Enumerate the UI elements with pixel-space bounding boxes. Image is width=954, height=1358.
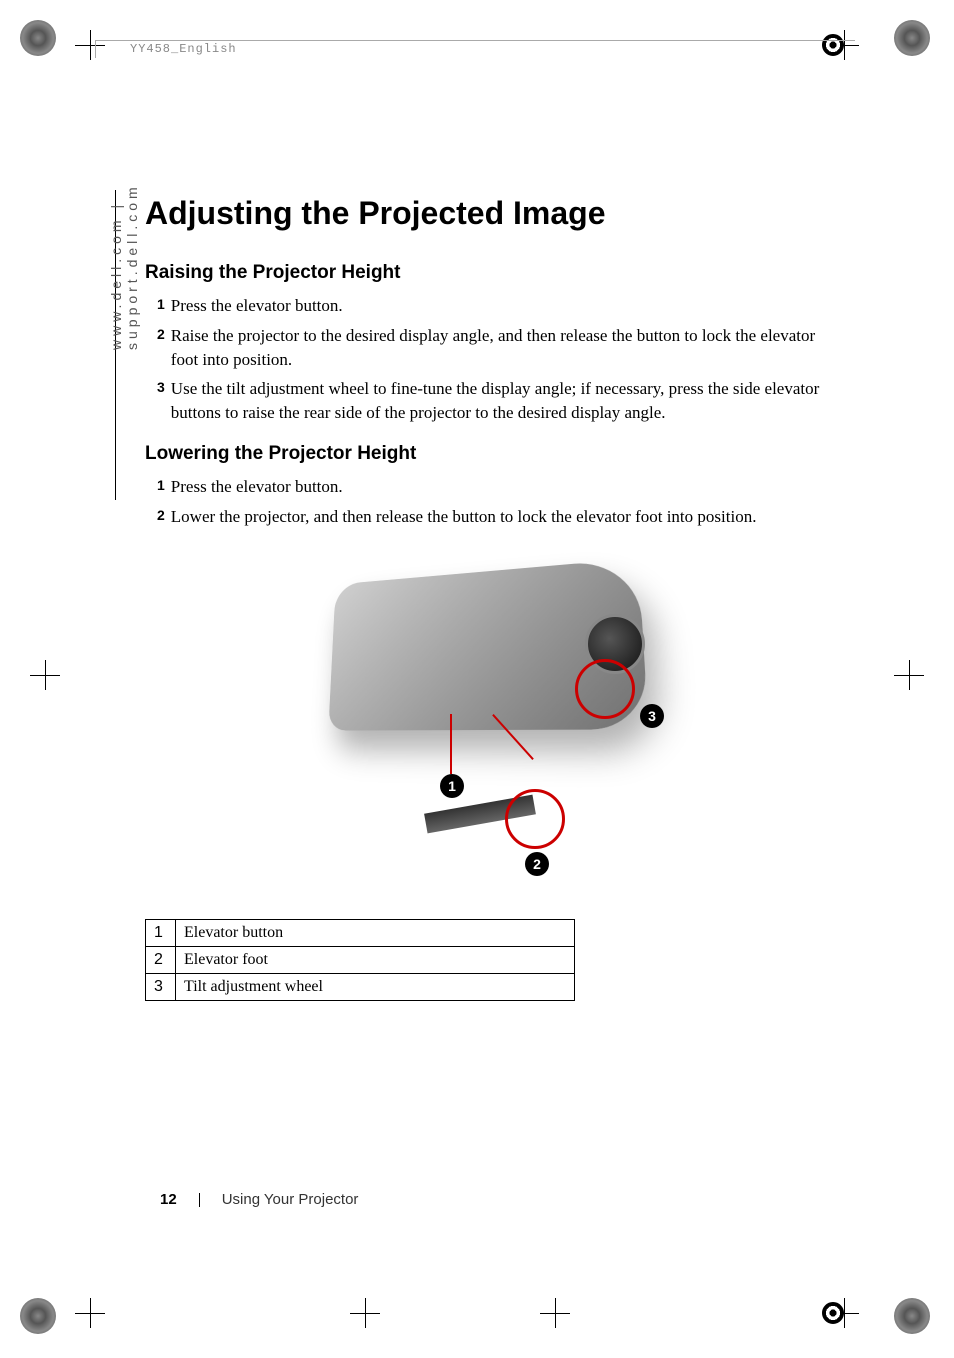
callout-circle [575, 659, 635, 719]
step-text: Raise the projector to the desired displ… [171, 324, 845, 372]
page-title: Adjusting the Projected Image [145, 195, 845, 232]
callout-number: 1 [440, 774, 464, 798]
section-heading-raise: Raising the Projector Height [145, 262, 845, 284]
document-id-label: YY458_English [130, 42, 237, 56]
legend-label: Elevator button [176, 919, 575, 946]
callout-number: 2 [525, 852, 549, 876]
step-text: Use the tilt adjustment wheel to fine-tu… [171, 377, 845, 425]
footer-divider [199, 1193, 200, 1207]
callout-circle [505, 789, 565, 849]
footer-section-name: Using Your Projector [222, 1191, 359, 1208]
step-item: 1 Press the elevator button. [145, 475, 845, 499]
step-item: 1 Press the elevator button. [145, 294, 845, 318]
step-text: Press the elevator button. [171, 475, 343, 499]
table-row: 3 Tilt adjustment wheel [146, 973, 575, 1000]
step-number: 3 [157, 377, 165, 425]
projector-diagram: 1 2 3 [245, 549, 745, 889]
crop-mark [894, 660, 924, 690]
legend-num: 2 [146, 946, 176, 973]
legend-label: Tilt adjustment wheel [176, 973, 575, 1000]
step-number: 2 [157, 324, 165, 372]
registration-mark [20, 20, 60, 60]
main-content: Adjusting the Projected Image Raising th… [145, 195, 845, 1001]
step-number: 1 [157, 475, 165, 499]
step-text: Press the elevator button. [171, 294, 343, 318]
header-rule [95, 40, 855, 41]
callout-number: 3 [640, 704, 664, 728]
crop-mark [30, 660, 60, 690]
registration-mark [894, 20, 934, 60]
crop-mark [540, 1298, 570, 1328]
callout-line [450, 714, 452, 774]
registration-target [822, 34, 844, 56]
table-row: 1 Elevator button [146, 919, 575, 946]
step-item: 2 Raise the projector to the desired dis… [145, 324, 845, 372]
section-heading-lower: Lowering the Projector Height [145, 443, 845, 465]
step-number: 1 [157, 294, 165, 318]
crop-mark [75, 1298, 105, 1328]
registration-mark [894, 1298, 934, 1338]
crop-mark [350, 1298, 380, 1328]
page-footer: 12 Using Your Projector [160, 1191, 358, 1208]
step-item: 2 Lower the projector, and then release … [145, 505, 845, 529]
step-number: 2 [157, 505, 165, 529]
header-rule [95, 40, 96, 58]
legend-table: 1 Elevator button 2 Elevator foot 3 Tilt… [145, 919, 575, 1001]
legend-num: 1 [146, 919, 176, 946]
table-row: 2 Elevator foot [146, 946, 575, 973]
step-item: 3 Use the tilt adjustment wheel to fine-… [145, 377, 845, 425]
registration-target [822, 1302, 844, 1324]
legend-label: Elevator foot [176, 946, 575, 973]
step-text: Lower the projector, and then release th… [171, 505, 757, 529]
crop-mark [75, 30, 105, 60]
legend-num: 3 [146, 973, 176, 1000]
side-url-text: www.dell.com | support.dell.com [108, 50, 140, 350]
registration-mark [20, 1298, 60, 1338]
page-number: 12 [160, 1191, 177, 1208]
